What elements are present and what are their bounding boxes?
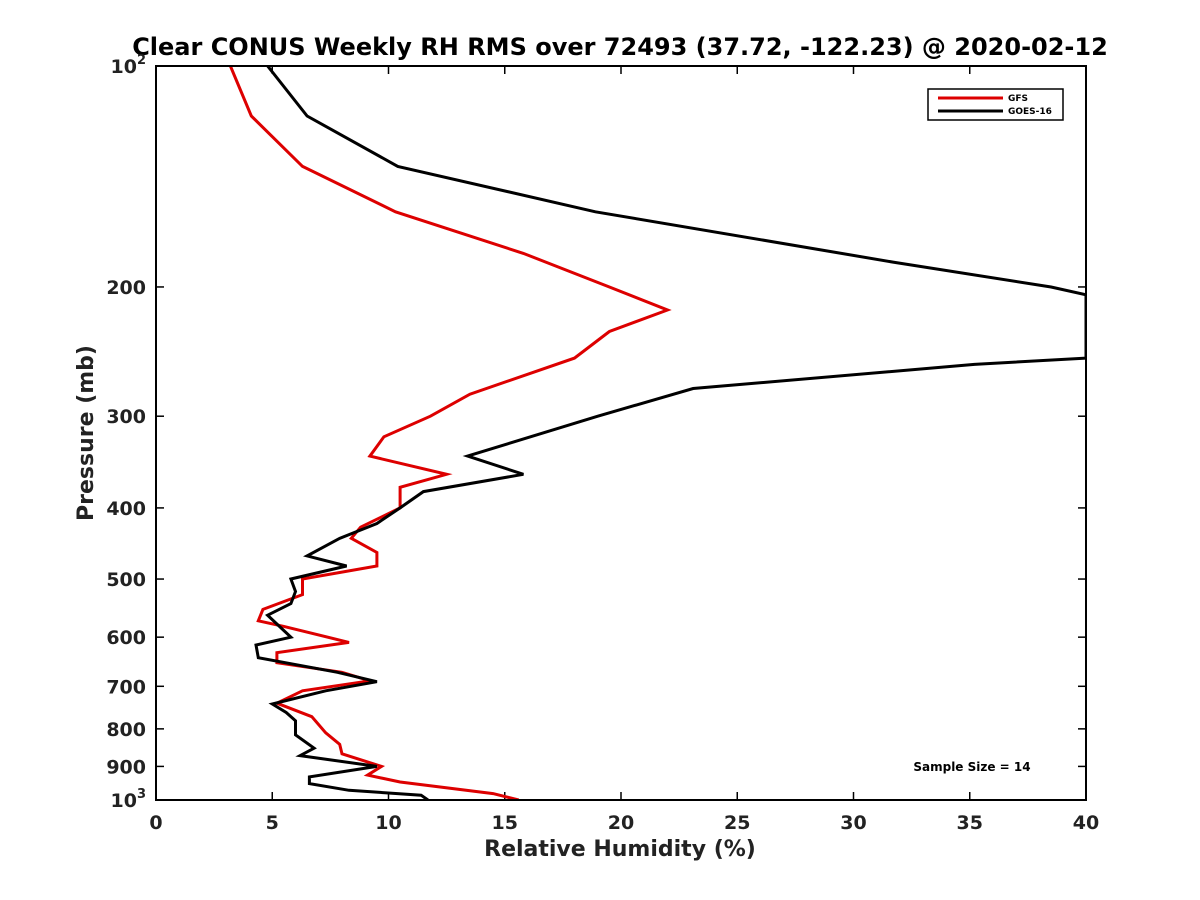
y-tick-label: 600: [106, 627, 146, 649]
y-tick-label: 900: [106, 756, 146, 778]
y-tick-label: 102: [111, 53, 147, 78]
x-tick-label: 5: [266, 812, 279, 834]
y-tick-label: 800: [106, 719, 146, 741]
x-axis-label: Relative Humidity (%): [484, 837, 756, 862]
legend-label-gfs: GFS: [1008, 94, 1028, 104]
chart-title: Clear CONUS Weekly RH RMS over 72493 (37…: [132, 33, 1108, 61]
sample-size-annotation: Sample Size = 14: [913, 760, 1030, 774]
x-tick-label: 35: [957, 812, 983, 834]
y-tick-label: 200: [106, 277, 146, 299]
y-tick-label: 300: [106, 406, 146, 428]
x-tick-label: 25: [724, 812, 750, 834]
y-tick-label: 103: [111, 787, 147, 812]
y-axis-label: Pressure (mb): [74, 345, 99, 521]
series-layer: [229, 66, 1086, 800]
x-tick-label: 40: [1073, 812, 1099, 834]
y-tick-label: 400: [106, 498, 146, 520]
axis-ticks: 0 5 10 15 20 25 30 35 40 102 200 300 400 500 600 700 800…: [106, 53, 1099, 834]
series-line-goes-16: [254, 66, 1086, 800]
y-tick-label: 700: [106, 676, 146, 698]
x-tick-label: 20: [608, 812, 634, 834]
x-tick-label: 10: [375, 812, 401, 834]
y-tick-label: 500: [106, 569, 146, 591]
x-tick-label: 15: [492, 812, 518, 834]
x-tick-label: 0: [149, 812, 162, 834]
legend: GFS GOES-16: [927, 88, 1064, 121]
x-tick-label: 30: [840, 812, 866, 834]
series-line-gfs: [229, 66, 672, 800]
legend-label-goes-16: GOES-16: [1008, 107, 1052, 117]
legend-box: [927, 88, 1064, 121]
plot-frame: [155, 65, 1087, 801]
